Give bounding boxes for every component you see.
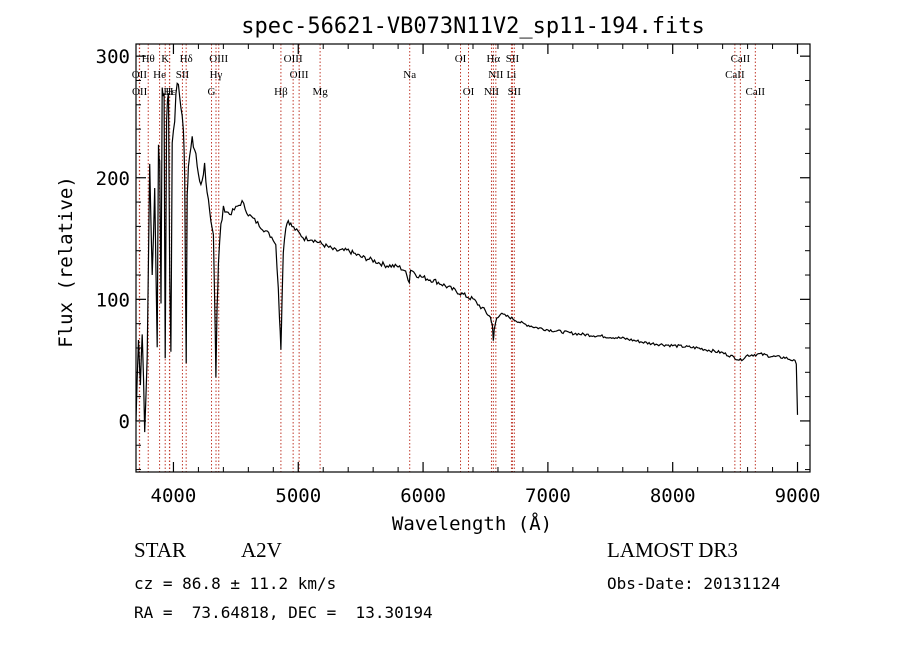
line-label: OI	[463, 86, 475, 98]
y-tick-label: 0	[119, 411, 130, 433]
coordinates: RA = 73.64818, DEC = 13.30194	[134, 603, 433, 622]
spectrum-line	[135, 82, 799, 433]
line-label: Mg	[312, 86, 328, 98]
y-tick-label: 200	[96, 168, 130, 190]
y-axis-ticks: 0 100 200 300	[96, 46, 810, 471]
line-label: SII	[176, 69, 190, 81]
x-tick-label: 9000	[775, 485, 821, 507]
line-label: OIII	[209, 53, 228, 65]
spectral-line-markers	[138, 44, 756, 472]
x-axis-label: Wavelength (Å)	[392, 512, 552, 535]
spectral-line-labels: Hθ K Hδ OIII OIII OI Hα SII CaII OII He SII Hγ OIII Na…	[132, 53, 766, 98]
line-label: CaII	[746, 86, 766, 98]
x-tick-label: 5000	[275, 485, 321, 507]
redshift-velocity: cz = 86.8 ± 11.2 km/s	[134, 574, 337, 593]
observation-date: Obs-Date: 20131124	[607, 574, 781, 593]
plot-frame	[135, 43, 811, 473]
line-label: Na	[403, 69, 416, 81]
line-label: He	[153, 69, 166, 81]
y-axis-label: Flux (relative)	[55, 176, 77, 348]
x-tick-label: 4000	[151, 485, 197, 507]
line-label: OIII	[290, 69, 309, 81]
line-label: NII	[488, 69, 504, 81]
line-label: G	[208, 86, 216, 98]
line-label: Hδ	[180, 53, 193, 65]
line-label: OIII	[284, 53, 303, 65]
line-label: Hε	[163, 86, 176, 98]
line-label: Hγ	[210, 69, 223, 81]
x-tick-label: 7000	[525, 485, 571, 507]
y-tick-label: 300	[96, 46, 130, 68]
line-label: OII	[132, 69, 148, 81]
line-label: Hθ	[142, 53, 155, 65]
line-label: Li	[507, 69, 517, 81]
x-axis-ticks: 4000 5000 6000 7000 8000 9000	[151, 44, 821, 507]
line-label: OII	[132, 86, 148, 98]
line-label: CaII	[725, 69, 745, 81]
line-label: SII	[506, 53, 520, 65]
x-tick-label: 8000	[650, 485, 696, 507]
object-class: STAR	[134, 538, 186, 562]
survey-name: LAMOST DR3	[607, 538, 738, 562]
line-label: SII	[508, 86, 522, 98]
chart-title: spec-56621-VB073N11V2_sp11-194.fits	[241, 14, 705, 39]
x-tick-label: 6000	[400, 485, 446, 507]
line-label: Hβ	[274, 86, 288, 98]
line-label: CaII	[731, 53, 751, 65]
line-label: Hα	[486, 53, 500, 65]
object-subclass: A2V	[241, 538, 282, 562]
line-label: NII	[484, 86, 500, 98]
line-label: OI	[455, 53, 467, 65]
line-label: K	[161, 53, 169, 65]
line-label: H	[165, 86, 173, 98]
y-tick-label: 100	[96, 289, 130, 311]
